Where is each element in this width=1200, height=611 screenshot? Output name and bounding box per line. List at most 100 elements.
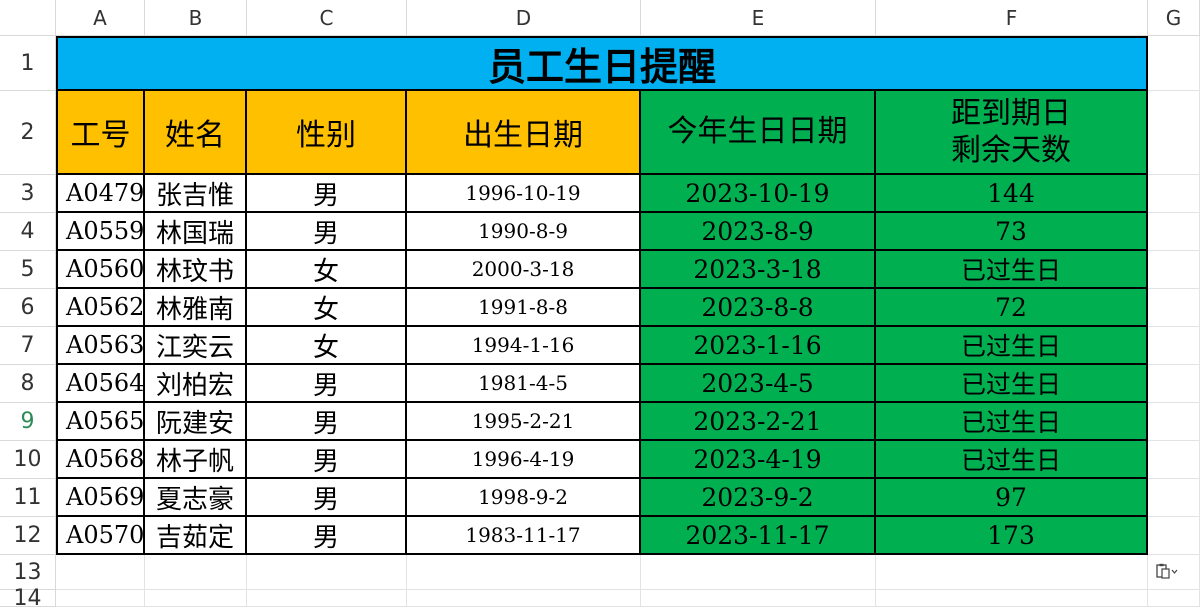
cell-birth-date[interactable]: 1996-10-19 [407, 175, 641, 213]
cell-this-year-birthday[interactable]: 2023-11-17 [641, 517, 876, 555]
header-remaining[interactable]: 距到期日 剩余天数 [876, 91, 1148, 175]
cell-name[interactable]: 林国瑞 [145, 213, 247, 251]
empty-cell[interactable] [876, 555, 1148, 590]
cell-birth-date[interactable]: 1983-11-17 [407, 517, 641, 555]
cell-gender[interactable]: 男 [247, 403, 407, 441]
cell-days-remaining[interactable]: 97 [876, 479, 1148, 517]
cell-id[interactable]: A0570 [56, 517, 145, 555]
column-header-e[interactable]: E [641, 0, 876, 36]
empty-cell[interactable] [1148, 175, 1200, 213]
empty-cell[interactable] [247, 555, 407, 590]
header-birth[interactable]: 出生日期 [407, 91, 641, 175]
column-header-d[interactable]: D [407, 0, 641, 36]
row-header-13[interactable]: 13 [0, 555, 56, 590]
empty-cell[interactable] [145, 555, 247, 590]
cell-days-remaining[interactable]: 73 [876, 213, 1148, 251]
column-header-g[interactable]: G [1148, 0, 1200, 36]
cell-name[interactable]: 阮建安 [145, 403, 247, 441]
empty-cell[interactable] [247, 590, 407, 607]
cell-birth-date[interactable]: 1994-1-16 [407, 327, 641, 365]
cell-this-year-birthday[interactable]: 2023-4-5 [641, 365, 876, 403]
row-header-14[interactable]: 14 [0, 586, 56, 611]
empty-cell[interactable] [407, 555, 641, 590]
row-header-5[interactable]: 5 [0, 251, 56, 289]
empty-cell[interactable] [56, 555, 145, 590]
cell-days-remaining[interactable]: 144 [876, 175, 1148, 213]
cell-days-remaining[interactable]: 173 [876, 517, 1148, 555]
empty-cell[interactable] [641, 555, 876, 590]
empty-cell[interactable] [1148, 251, 1200, 289]
header-id[interactable]: 工号 [56, 91, 145, 175]
cell-this-year-birthday[interactable]: 2023-8-9 [641, 213, 876, 251]
clipboard-icon[interactable] [1152, 560, 1182, 582]
cell-id[interactable]: A0565 [56, 403, 145, 441]
empty-cell[interactable] [1148, 365, 1200, 403]
cell-gender[interactable]: 男 [247, 441, 407, 479]
row-header-12[interactable]: 12 [0, 517, 56, 555]
column-header-b[interactable]: B [145, 0, 247, 36]
cell-gender[interactable]: 女 [247, 289, 407, 327]
cell-name[interactable]: 林子帆 [145, 441, 247, 479]
cell-name[interactable]: 吉茹定 [145, 517, 247, 555]
row-header-2[interactable]: 2 [0, 91, 56, 175]
cell-gender[interactable]: 男 [247, 365, 407, 403]
cell-birth-date[interactable]: 1996-4-19 [407, 441, 641, 479]
cell-birth-date[interactable]: 1991-8-8 [407, 289, 641, 327]
cell-name[interactable]: 江奕云 [145, 327, 247, 365]
cell-days-remaining[interactable]: 已过生日 [876, 441, 1148, 479]
cell-this-year-birthday[interactable]: 2023-10-19 [641, 175, 876, 213]
row-header-10[interactable]: 10 [0, 441, 56, 479]
empty-cell[interactable] [1148, 590, 1200, 607]
cell-birth-date[interactable]: 1981-4-5 [407, 365, 641, 403]
cell-id[interactable]: A0560 [56, 251, 145, 289]
cell-gender[interactable]: 男 [247, 175, 407, 213]
empty-cell[interactable] [1148, 36, 1200, 91]
row-header-3[interactable]: 3 [0, 175, 56, 213]
cell-gender[interactable]: 男 [247, 479, 407, 517]
cell-gender[interactable]: 女 [247, 251, 407, 289]
cell-id[interactable]: A0562 [56, 289, 145, 327]
row-header-7[interactable]: 7 [0, 327, 56, 365]
empty-cell[interactable] [1148, 517, 1200, 555]
cell-gender[interactable]: 男 [247, 517, 407, 555]
cell-this-year-birthday[interactable]: 2023-1-16 [641, 327, 876, 365]
cell-this-year-birthday[interactable]: 2023-2-21 [641, 403, 876, 441]
cell-id[interactable]: A0559 [56, 213, 145, 251]
empty-cell[interactable] [876, 590, 1148, 607]
row-header-8[interactable]: 8 [0, 365, 56, 403]
cell-name[interactable]: 刘柏宏 [145, 365, 247, 403]
cell-id[interactable]: A0479 [56, 175, 145, 213]
cell-days-remaining[interactable]: 已过生日 [876, 251, 1148, 289]
cell-id[interactable]: A0568 [56, 441, 145, 479]
row-header-11[interactable]: 11 [0, 479, 56, 517]
cell-id[interactable]: A0569 [56, 479, 145, 517]
empty-cell[interactable] [407, 590, 641, 607]
empty-cell[interactable] [1148, 213, 1200, 251]
header-this-year[interactable]: 今年生日日期 [641, 91, 876, 175]
empty-cell[interactable] [1148, 91, 1200, 175]
cell-days-remaining[interactable]: 已过生日 [876, 365, 1148, 403]
cell-birth-date[interactable]: 2000-3-18 [407, 251, 641, 289]
select-all-corner[interactable] [0, 0, 56, 36]
empty-cell[interactable] [1148, 441, 1200, 479]
empty-cell[interactable] [145, 590, 247, 607]
header-gender[interactable]: 性别 [247, 91, 407, 175]
cell-name[interactable]: 林雅南 [145, 289, 247, 327]
empty-cell[interactable] [1148, 479, 1200, 517]
cell-id[interactable]: A0564 [56, 365, 145, 403]
cell-gender[interactable]: 女 [247, 327, 407, 365]
empty-cell[interactable] [56, 590, 145, 607]
column-header-f[interactable]: F [876, 0, 1148, 36]
sheet-title[interactable]: 员工生日提醒 [56, 36, 1148, 91]
row-header-9[interactable]: 9 [0, 403, 56, 441]
cell-birth-date[interactable]: 1998-9-2 [407, 479, 641, 517]
cell-gender[interactable]: 男 [247, 213, 407, 251]
cell-id[interactable]: A0563 [56, 327, 145, 365]
cell-name[interactable]: 张吉惟 [145, 175, 247, 213]
cell-this-year-birthday[interactable]: 2023-9-2 [641, 479, 876, 517]
cell-birth-date[interactable]: 1995-2-21 [407, 403, 641, 441]
empty-cell[interactable] [1148, 327, 1200, 365]
empty-cell[interactable] [1148, 289, 1200, 327]
cell-days-remaining[interactable]: 72 [876, 289, 1148, 327]
header-name[interactable]: 姓名 [145, 91, 247, 175]
